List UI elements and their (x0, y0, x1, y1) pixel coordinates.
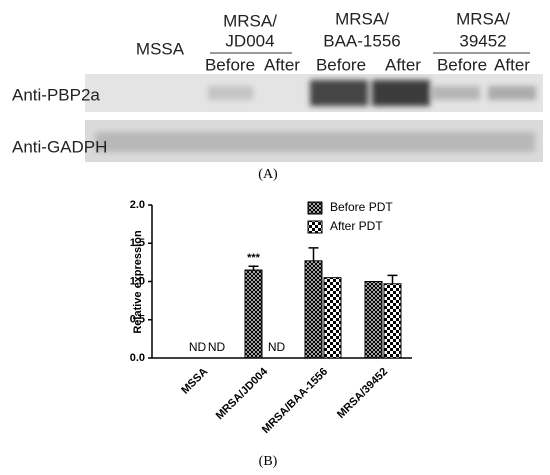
row-label: Anti-GADPH (12, 137, 107, 156)
x-tick-label: MRSA/BAA-1556 (260, 366, 330, 436)
error-bar (387, 274, 398, 284)
bar (244, 269, 263, 359)
x-tick-label: MRSA/JD004 (214, 365, 271, 422)
significance: *** (247, 252, 261, 264)
lane-label: Before (205, 55, 255, 74)
value-label: ND (189, 340, 207, 354)
lane-label: After (385, 55, 421, 74)
bar (364, 281, 383, 359)
group-label: MRSA/ (223, 11, 277, 30)
y-axis-title: Relative expression (132, 230, 144, 334)
error-bar (248, 265, 259, 271)
bar (304, 260, 323, 359)
lane-label: Before (316, 55, 366, 74)
y-tick-label: 0.5 (130, 314, 145, 326)
legend-swatch (307, 220, 323, 234)
bar (323, 277, 342, 359)
bar (383, 283, 402, 359)
legend-label: After PDT (330, 219, 383, 233)
y-tick-label: 2.0 (130, 199, 145, 211)
bands (95, 80, 536, 152)
value-label: ND (268, 340, 286, 354)
y-tick-label: 1.0 (130, 275, 145, 287)
group-sublabel: BAA-1556 (323, 31, 401, 50)
group-sublabel: 39452 (459, 31, 506, 50)
lane-label: After (264, 55, 300, 74)
x-tick-label: MSSA (179, 366, 210, 397)
panel-label: (B) (259, 454, 278, 469)
group-label: MSSA (136, 39, 185, 58)
panel-label: (A) (258, 167, 278, 182)
group-sublabel: JD004 (225, 31, 274, 50)
blot: MSSA MRSA/ JD004 Before After MRSA/ BAA-… (12, 9, 543, 182)
x-tick-label: MRSA/39452 (335, 366, 390, 421)
lane-label: Before (437, 55, 487, 74)
error-bar (308, 247, 319, 261)
y-tick-label: 0.0 (130, 352, 145, 364)
y-tick-label: 1.5 (130, 237, 145, 249)
value-label: ND (208, 340, 226, 354)
group-label: MRSA/ (456, 9, 510, 28)
legend-swatch (307, 201, 323, 215)
lane-label: After (494, 55, 530, 74)
legend-label: Before PDT (330, 200, 393, 214)
bar-chart: Relative expression (B) 0.0 0.5 1.0 1.5 2.0 M… (130, 199, 412, 469)
group-label: MRSA/ (335, 9, 389, 28)
row-label: Anti-PBP2a (12, 85, 100, 104)
